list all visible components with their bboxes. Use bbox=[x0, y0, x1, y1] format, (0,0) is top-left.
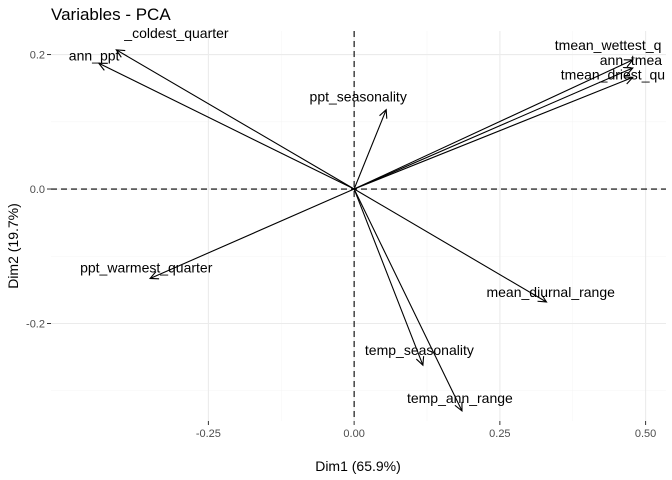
label-mean_diurnal_range: mean_diurnal_range bbox=[486, 284, 615, 300]
arrow-temp_ann_range bbox=[353, 188, 463, 412]
arrowhead-ann_ppt bbox=[97, 62, 108, 71]
label-tmean_wettest_q: tmean_wettest_q bbox=[555, 37, 662, 53]
x-tick-label: 0.50 bbox=[635, 428, 656, 440]
arrow-ppt_seasonality bbox=[353, 109, 387, 190]
arrowhead-temp_seasonality bbox=[415, 356, 425, 367]
arrowhead-mean_diurnal_range bbox=[537, 294, 548, 303]
label-_coldest_quarter: _coldest_quarter bbox=[123, 25, 229, 41]
label-ann_ppt: ann_ppt bbox=[69, 47, 120, 63]
y-tick-label: 0.2 bbox=[30, 50, 45, 62]
arrow-temp_seasonality bbox=[353, 188, 424, 366]
y-tick-label: -0.2 bbox=[26, 319, 45, 331]
arrowhead-ppt_warmest_quarter bbox=[148, 271, 160, 280]
y-axis-ticks: -0.2 0.0 0.2 bbox=[26, 50, 51, 331]
arrow-ann_ppt bbox=[98, 62, 355, 190]
arrowhead-_coldest_quarter bbox=[115, 49, 126, 58]
label-temp_ann_range: temp_ann_range bbox=[407, 390, 513, 406]
variable-arrows bbox=[97, 49, 634, 413]
x-tick-label: 0.25 bbox=[489, 428, 510, 440]
arrowhead-tmean_wettest_q bbox=[623, 59, 634, 68]
arrowhead-tmean_driest_qu bbox=[623, 76, 634, 85]
label-ann_tmea: ann_tmea bbox=[600, 52, 662, 68]
arrow-_coldest_quarter bbox=[116, 49, 355, 190]
y-axis-title: Dim2 (19.7%) bbox=[5, 203, 21, 289]
arrow-tmean_driest_qu bbox=[353, 76, 633, 190]
x-tick-label: 0.00 bbox=[343, 428, 364, 440]
label-temp_seasonality: temp_seasonality bbox=[365, 342, 474, 358]
arrow-tmean_wettest_q bbox=[353, 59, 634, 190]
arrowhead-ann_tmea bbox=[623, 67, 634, 76]
arrowhead-ppt_seasonality bbox=[379, 108, 388, 119]
reference-lines bbox=[51, 31, 666, 421]
label-ppt_seasonality: ppt_seasonality bbox=[310, 89, 407, 105]
x-tick-label: -0.25 bbox=[196, 428, 221, 440]
y-tick-label: 0.0 bbox=[30, 184, 45, 196]
x-axis-title: Dim1 (65.9%) bbox=[315, 458, 401, 474]
arrow-ann_tmea bbox=[353, 67, 633, 190]
x-axis-ticks: -0.25 0.00 0.25 0.50 bbox=[196, 421, 656, 440]
arrow-ppt_warmest_quarter bbox=[149, 188, 355, 279]
chart-title: Variables - PCA bbox=[51, 5, 171, 24]
label-ppt_warmest_quarter: ppt_warmest_quarter bbox=[80, 259, 213, 275]
arrowhead-temp_ann_range bbox=[454, 401, 463, 413]
label-tmean_driest_qu: tmean_driest_qu bbox=[561, 66, 665, 82]
arrow-mean_diurnal_range bbox=[353, 188, 547, 303]
